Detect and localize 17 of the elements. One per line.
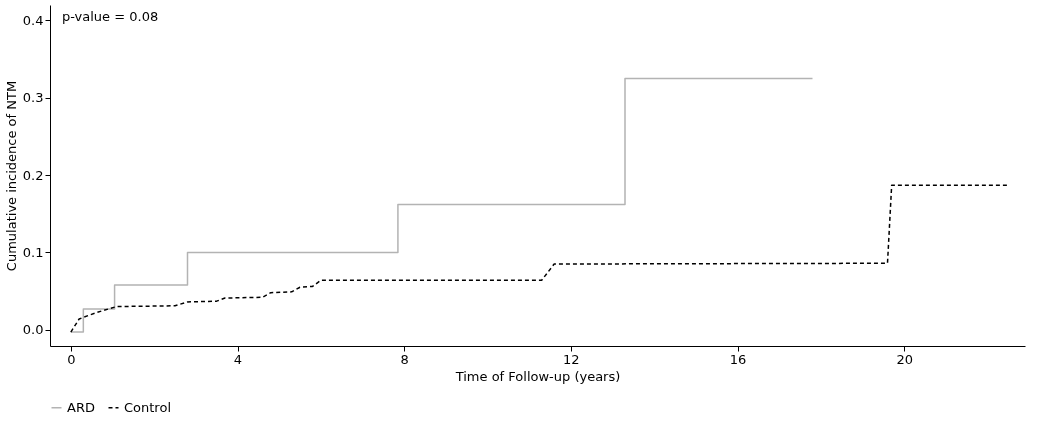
x-tick-label: 0 — [67, 351, 76, 367]
x-tick-label: 20 — [896, 351, 913, 367]
y-tick-label: 0.3 — [22, 90, 44, 106]
x-tick-label: 16 — [729, 351, 747, 367]
annotation: p-value = 0.08 — [62, 9, 159, 24]
y-tick-label: 0.0 — [22, 322, 44, 338]
x-tick-label: 4 — [233, 351, 243, 367]
legend-label: ARD — [67, 399, 95, 415]
x-tick-label: 8 — [400, 351, 409, 367]
y-axis-title: Cumulative incidence of NTM — [3, 80, 19, 272]
x-tick-label: 12 — [563, 351, 580, 367]
y-tick-label: 0.4 — [22, 12, 44, 28]
line-series — [70, 184, 1010, 333]
legend-label: Control — [124, 399, 171, 415]
y-tick-label: 0.2 — [22, 167, 44, 183]
y-tick-label: 0.1 — [22, 244, 44, 260]
x-axis-title: Time of Follow-up (years) — [454, 368, 621, 384]
